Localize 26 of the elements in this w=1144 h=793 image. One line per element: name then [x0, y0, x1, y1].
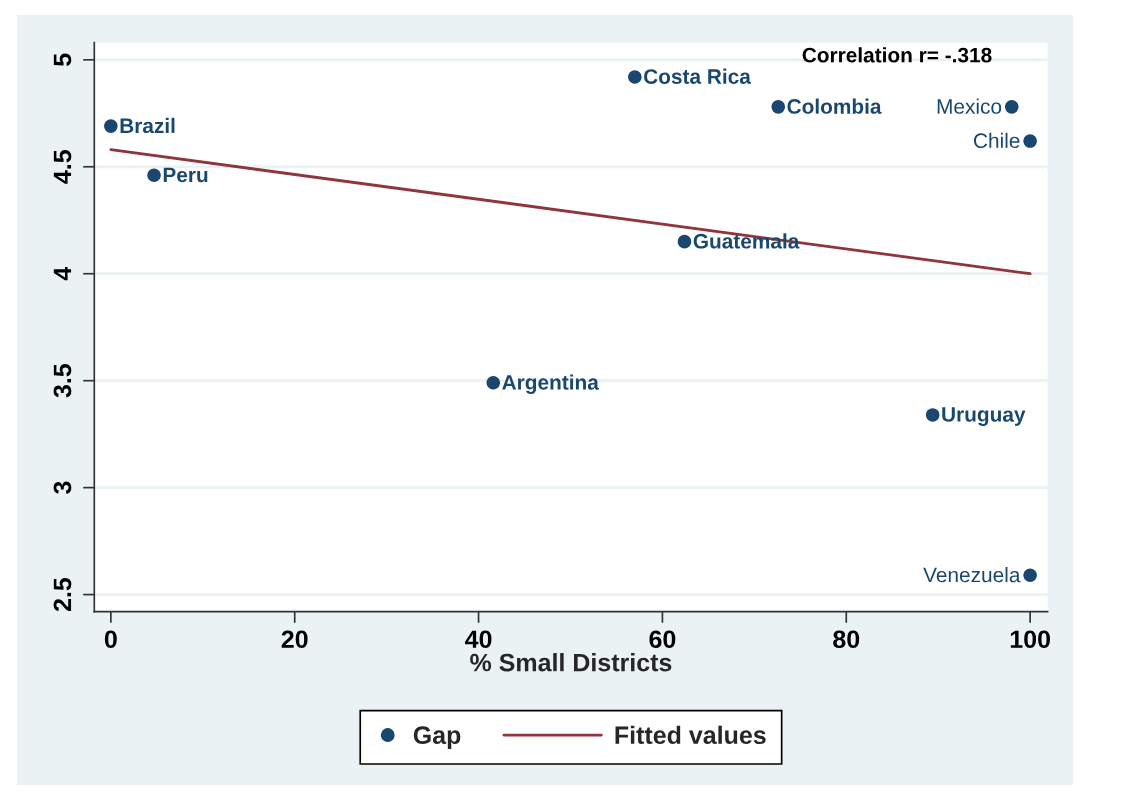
annotation: Mexico [937, 98, 1002, 114]
annotation: Chile [974, 132, 1020, 149]
annotation: Argentina [502, 374, 599, 394]
x-tick-label: 20 [281, 630, 308, 649]
x-tick-label: 100 [1010, 630, 1050, 649]
legend-label: Gap [413, 726, 461, 749]
annotation: Brazil [120, 117, 175, 134]
x-axis-title: % Small Districts [470, 653, 672, 672]
y-tick-label: 3 [53, 481, 72, 495]
annotation: Colombia [787, 98, 882, 114]
y-tick-label: 2.5 [53, 577, 72, 612]
y-tick-label: 3.5 [53, 364, 72, 398]
annotation: Guatemala [693, 233, 800, 249]
annotation: Peru [163, 167, 208, 183]
annotation: Uruguay [942, 407, 1026, 426]
y-tick-label: 4.5 [53, 150, 72, 184]
x-tick-label: 80 [833, 630, 860, 649]
x-tick-label: 40 [465, 630, 492, 649]
annotation: Costa Rica [644, 68, 751, 84]
annotation: Correlation r= -.318 [802, 47, 992, 63]
y-tick-label: 4 [53, 266, 72, 281]
legend-label: Fitted values [615, 725, 766, 745]
annotation: Venezuela [923, 567, 1021, 583]
y-tick-label: 5 [53, 53, 72, 66]
x-tick-label: 0 [104, 630, 117, 649]
x-tick-label: 60 [649, 630, 676, 649]
